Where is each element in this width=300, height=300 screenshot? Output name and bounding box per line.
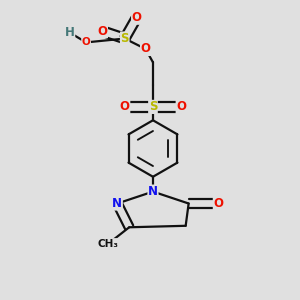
Text: O: O [213, 197, 224, 210]
Text: S: S [149, 100, 157, 113]
Text: CH₃: CH₃ [98, 238, 119, 249]
Text: O: O [120, 100, 130, 113]
Text: O: O [98, 25, 107, 38]
Text: N: N [112, 197, 122, 210]
Text: N: N [148, 185, 158, 198]
Text: O: O [140, 42, 151, 56]
Text: O: O [82, 38, 91, 47]
Text: O: O [176, 100, 186, 113]
Text: H: H [65, 26, 75, 39]
Text: S: S [121, 32, 129, 45]
Text: O: O [132, 11, 142, 24]
